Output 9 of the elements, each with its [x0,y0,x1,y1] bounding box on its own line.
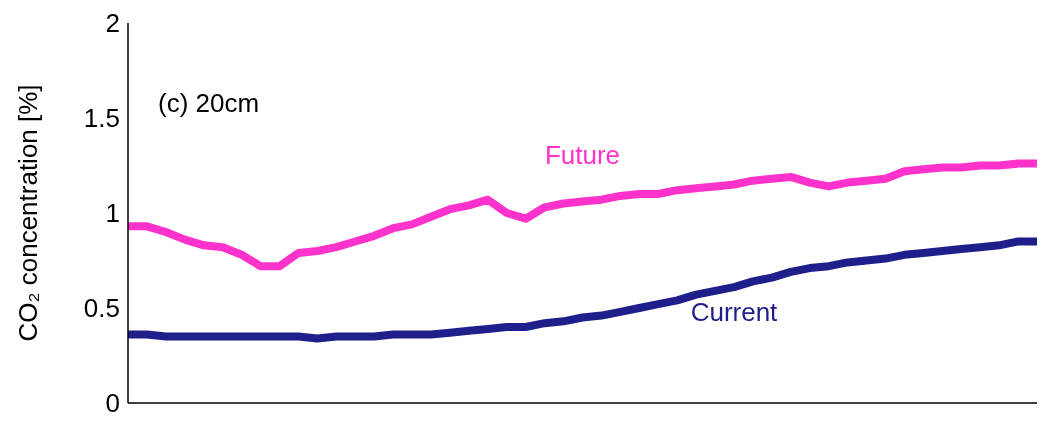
y-tick-label: 1 [105,198,120,229]
series-label: Current [690,297,779,328]
y-axis-title: CO₂ concentration [%] [13,84,44,342]
series-label: Future [544,139,621,170]
y-tick-label: 0 [105,388,120,419]
y-tick-label: 2 [105,8,120,39]
y-tick-label: 0.5 [83,293,120,324]
annotation: (c) 20cm [158,88,260,119]
y-tick-label: 1.5 [83,103,120,134]
